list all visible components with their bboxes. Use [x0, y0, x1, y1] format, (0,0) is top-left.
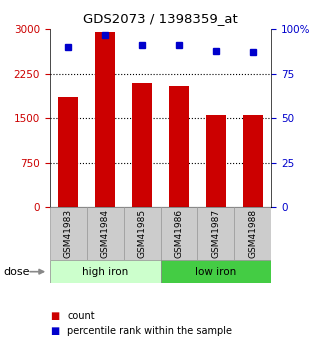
Text: ■: ■: [50, 311, 59, 321]
Text: dose: dose: [3, 267, 30, 277]
Text: high iron: high iron: [82, 267, 128, 277]
Text: count: count: [67, 311, 95, 321]
Text: GSM41984: GSM41984: [100, 209, 110, 258]
Bar: [160, 207, 197, 260]
Text: GSM41985: GSM41985: [137, 209, 147, 258]
Bar: [87, 207, 124, 260]
Bar: [197, 207, 234, 260]
Bar: [50, 207, 87, 260]
Text: GSM41987: GSM41987: [211, 209, 221, 258]
Bar: [95, 32, 115, 207]
Bar: [206, 115, 226, 207]
Text: GSM41986: GSM41986: [174, 209, 184, 258]
Bar: [169, 86, 189, 207]
Bar: [132, 82, 152, 207]
Text: GSM41983: GSM41983: [64, 209, 73, 258]
Bar: [58, 97, 78, 207]
Text: GSM41988: GSM41988: [248, 209, 257, 258]
Bar: [243, 115, 263, 207]
Text: percentile rank within the sample: percentile rank within the sample: [67, 326, 232, 336]
Text: GDS2073 / 1398359_at: GDS2073 / 1398359_at: [83, 12, 238, 25]
Bar: [234, 207, 271, 260]
Bar: [50, 260, 160, 283]
Text: low iron: low iron: [195, 267, 237, 277]
Bar: [160, 260, 271, 283]
Text: ■: ■: [50, 326, 59, 336]
Bar: [124, 207, 160, 260]
